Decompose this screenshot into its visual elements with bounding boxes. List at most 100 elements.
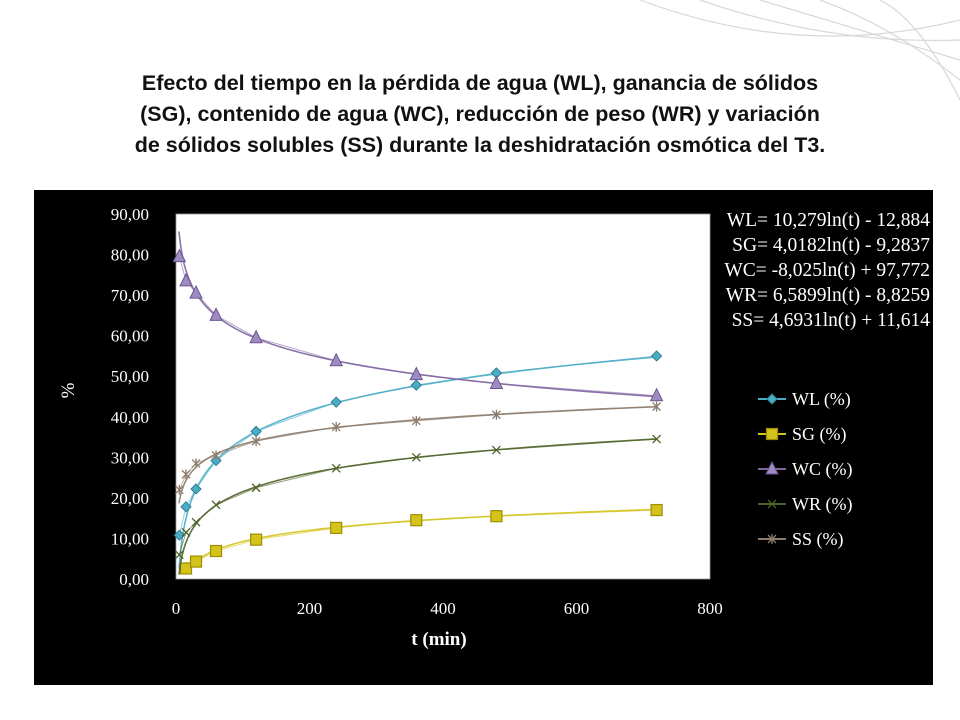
- marker-shape: [173, 529, 186, 541]
- marker-shape: [329, 352, 344, 367]
- data-point: [174, 484, 184, 495]
- data-point: [180, 501, 192, 513]
- marker-shape: [250, 533, 263, 546]
- y-tick-label: 20,00: [111, 489, 149, 508]
- chart: 0,00 10,00 20,00 30,00 40,00 50,00 60,00 70,00 8…: [58, 205, 931, 650]
- data-point: [330, 396, 342, 408]
- marker-shape: [652, 434, 662, 444]
- data-point: [490, 510, 503, 523]
- marker-shape: [189, 555, 203, 568]
- y-tick-label: 40,00: [111, 408, 149, 427]
- marker-shape: [767, 499, 777, 509]
- trend-equation: SS= 4,6931ln(t) + 11,614: [732, 310, 931, 331]
- data-point: [652, 401, 662, 412]
- data-point: [409, 366, 424, 381]
- marker-shape: [650, 503, 663, 517]
- marker-shape: [490, 510, 503, 523]
- plot-area: [175, 213, 711, 580]
- data-point: [489, 375, 504, 390]
- data-point: [172, 248, 187, 263]
- marker-shape: [190, 483, 202, 495]
- marker-shape: [330, 396, 342, 408]
- marker-shape: [181, 527, 191, 537]
- marker-shape: [181, 469, 191, 480]
- marker-shape: [330, 521, 343, 534]
- legend-swatch-marker: [765, 460, 779, 475]
- data-point: [181, 469, 191, 480]
- marker-shape: [251, 483, 261, 493]
- x-tick-label: 800: [697, 599, 723, 618]
- legend-swatch-marker: [767, 499, 777, 509]
- marker-shape: [209, 307, 223, 321]
- marker-shape: [765, 460, 779, 475]
- marker-shape: [172, 248, 187, 263]
- x-tick-label: 0: [172, 599, 181, 618]
- data-point: [491, 445, 501, 455]
- data-point: [330, 521, 343, 534]
- marker-shape: [191, 517, 201, 527]
- legend-item: SG (%): [758, 424, 847, 445]
- marker-shape: [331, 463, 341, 473]
- legend-label: WR (%): [792, 494, 852, 515]
- y-tick-label: 30,00: [111, 448, 149, 467]
- y-tick-label: 0,00: [119, 570, 149, 589]
- marker-shape: [174, 550, 184, 560]
- data-point: [411, 415, 421, 426]
- data-point: [181, 527, 191, 537]
- data-point: [329, 352, 344, 367]
- legend-swatch-marker: [765, 427, 779, 441]
- data-point: [650, 503, 663, 517]
- marker-shape: [491, 445, 501, 455]
- data-point: [209, 307, 223, 321]
- legend-label: SG (%): [792, 424, 847, 445]
- corner-decoration: [639, 0, 960, 101]
- y-axis-title: %: [58, 382, 79, 398]
- marker-shape: [211, 450, 221, 461]
- marker-shape: [209, 544, 223, 558]
- y-tick-label: 80,00: [111, 246, 149, 265]
- data-point: [251, 436, 261, 447]
- data-point: [410, 379, 423, 391]
- marker-shape: [249, 329, 263, 344]
- slide-title: Efecto del tiempo en la pérdida de agua …: [20, 68, 940, 161]
- y-tick-label: 60,00: [111, 327, 149, 346]
- data-point: [249, 329, 263, 344]
- data-point: [331, 463, 341, 473]
- marker-shape: [191, 458, 201, 469]
- marker-shape: [652, 401, 662, 412]
- x-tick-label: 400: [430, 599, 456, 618]
- data-point: [190, 483, 202, 495]
- slide-title-line: de sólidos solubles (SS) durante la desh…: [134, 133, 826, 157]
- data-point: [250, 533, 263, 546]
- marker-shape: [649, 387, 664, 402]
- marker-shape: [767, 534, 777, 544]
- data-point: [331, 421, 341, 432]
- data-point: [173, 529, 186, 541]
- data-point: [174, 550, 184, 560]
- legend-label: WC (%): [792, 459, 852, 480]
- y-tick-label: 90,00: [111, 205, 149, 224]
- y-tick-label: 50,00: [111, 367, 149, 386]
- data-point: [411, 452, 421, 462]
- legend-label: WL (%): [792, 389, 851, 410]
- x-tick-label: 200: [297, 599, 323, 618]
- data-point: [652, 434, 662, 444]
- trend-line-5: [178, 405, 657, 504]
- trend-equation: WL= 10,279ln(t) - 12,884: [727, 210, 931, 231]
- marker-shape: [331, 421, 341, 432]
- y-tick-label: 10,00: [111, 529, 149, 548]
- data-point: [251, 483, 261, 493]
- marker-shape: [491, 409, 501, 420]
- data-point: [191, 458, 201, 469]
- trend-equation: WR= 6,5899ln(t) - 8,8259: [726, 285, 930, 306]
- data-point: [189, 555, 203, 568]
- marker-shape: [174, 484, 184, 495]
- marker-shape: [251, 436, 261, 447]
- slide-title-line: (SG), contenido de agua (WC), reducción …: [140, 102, 820, 126]
- x-axis-title: t (min): [411, 629, 466, 650]
- data-point: [650, 350, 663, 362]
- trend-equation: SG= 4,0182ln(t) - 9,2837: [732, 235, 930, 256]
- chart-panel: 0,00 10,00 20,00 30,00 40,00 50,00 60,00 70,00 8…: [34, 190, 933, 685]
- y-tick-label: 70,00: [111, 286, 149, 305]
